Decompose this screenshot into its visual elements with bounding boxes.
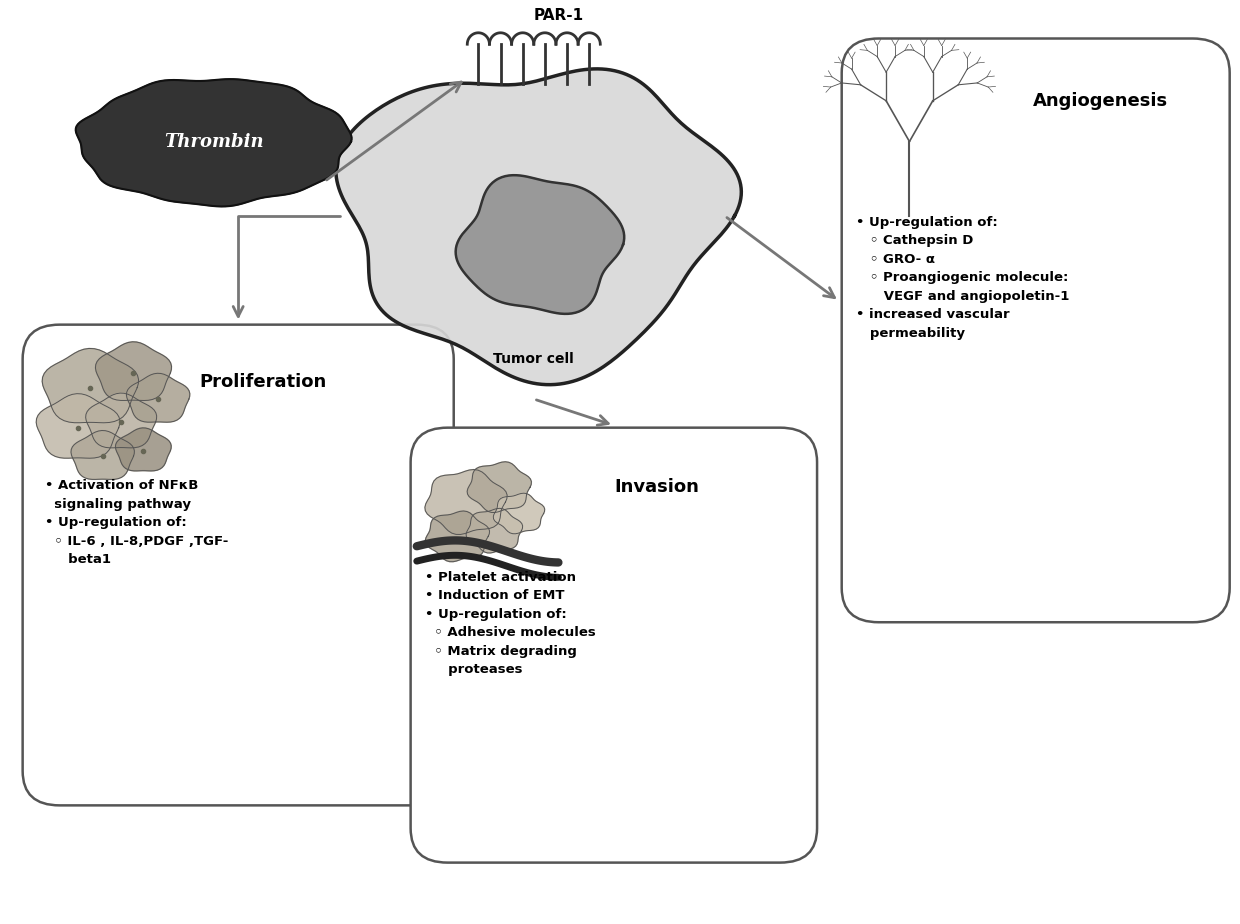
Polygon shape xyxy=(455,176,624,314)
Polygon shape xyxy=(336,69,742,384)
Polygon shape xyxy=(126,373,190,422)
Polygon shape xyxy=(42,348,139,423)
Text: Angiogenesis: Angiogenesis xyxy=(1033,92,1168,111)
Text: Tumor cell: Tumor cell xyxy=(494,352,574,366)
Polygon shape xyxy=(467,462,532,513)
Text: PAR-1: PAR-1 xyxy=(533,8,584,23)
Text: • Up-regulation of:
   ◦ Cathepsin D
   ◦ GRO- α
   ◦ Proangiogenic molecule:
  : • Up-regulation of: ◦ Cathepsin D ◦ GRO-… xyxy=(857,216,1070,340)
Polygon shape xyxy=(466,508,522,553)
Polygon shape xyxy=(95,342,171,400)
Text: • Activation of NFκB
  signaling pathway
• Up-regulation of:
  ◦ IL-6 , IL-8,PDG: • Activation of NFκB signaling pathway •… xyxy=(45,480,228,566)
Polygon shape xyxy=(71,431,134,480)
Polygon shape xyxy=(115,428,171,471)
Text: Thrombin: Thrombin xyxy=(164,132,263,151)
FancyBboxPatch shape xyxy=(22,324,454,806)
Polygon shape xyxy=(425,469,507,534)
Polygon shape xyxy=(425,511,490,562)
Polygon shape xyxy=(494,493,544,534)
FancyBboxPatch shape xyxy=(842,39,1230,622)
Text: Proliferation: Proliferation xyxy=(200,373,326,391)
FancyBboxPatch shape xyxy=(410,428,817,863)
Text: Invasion: Invasion xyxy=(615,479,699,496)
Polygon shape xyxy=(76,79,352,206)
Polygon shape xyxy=(36,394,120,458)
Text: • Platelet activation
• Induction of EMT
• Up-regulation of:
  ◦ Adhesive molecu: • Platelet activation • Induction of EMT… xyxy=(425,571,596,676)
Polygon shape xyxy=(86,393,156,448)
